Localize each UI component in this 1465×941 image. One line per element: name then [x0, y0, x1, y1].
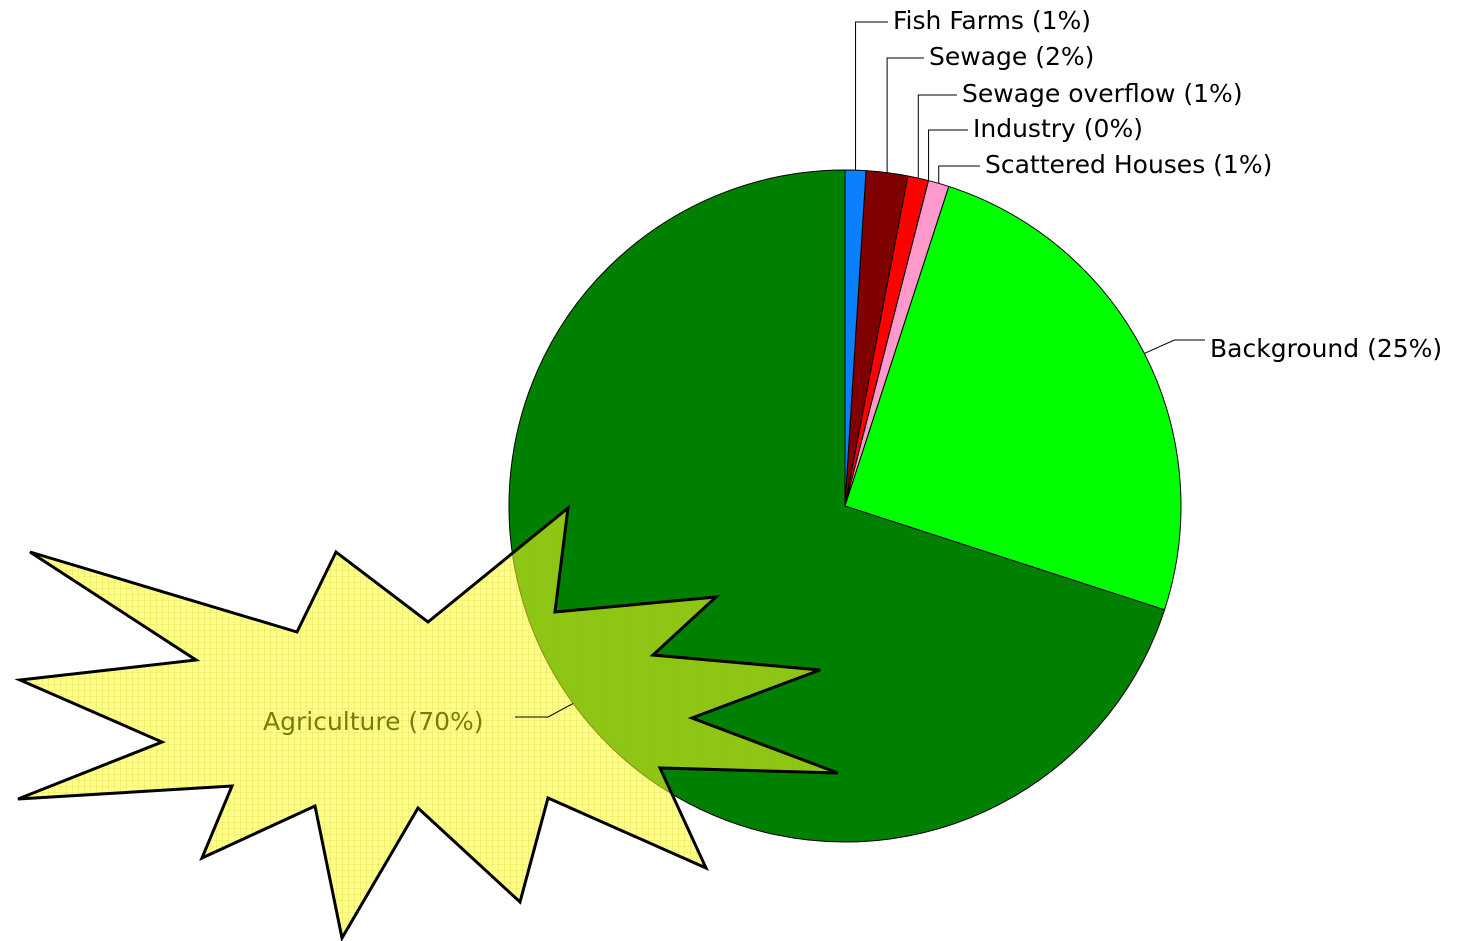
slice-label: Background (25%) [1210, 334, 1442, 363]
pie-slice [844, 185, 1182, 611]
slice-label: Sewage (2%) [929, 42, 1094, 71]
slice-label: Sewage overflow (1%) [962, 79, 1243, 108]
leader-line [928, 129, 968, 181]
leader-line [938, 165, 980, 184]
slice-label: Industry (0%) [973, 114, 1143, 143]
leader-line [515, 703, 574, 718]
slice-label: Scattered Houses (1%) [985, 150, 1272, 179]
leader-line [855, 21, 888, 171]
leader-line [917, 94, 957, 179]
leader-line [1144, 339, 1205, 354]
starburst-hatch [14, 504, 839, 941]
labels: Fish Farms (1%) Sewage (2%) Sewage overflo… [263, 6, 1442, 736]
starburst [14, 504, 839, 941]
slice-label: Agriculture (70%) [263, 707, 484, 736]
slice-label: Fish Farms (1%) [893, 6, 1091, 35]
leader-line [886, 57, 924, 173]
